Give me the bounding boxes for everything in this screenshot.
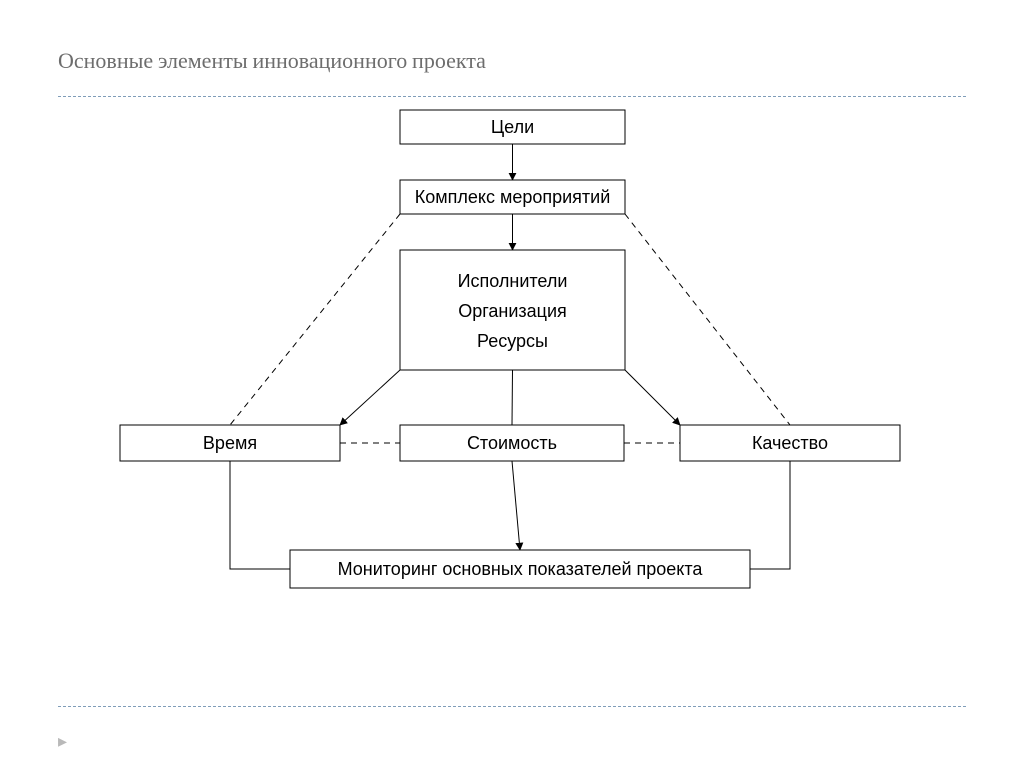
node-complex-label: Комплекс мероприятий — [415, 187, 611, 207]
node-exec-line-1: Организация — [458, 301, 567, 321]
node-time-label: Время — [203, 433, 257, 453]
edge-exec-quality — [625, 370, 680, 425]
edge-exec-time — [340, 370, 400, 425]
node-goals-label: Цели — [491, 117, 534, 137]
edge-quality-monitor — [750, 461, 790, 569]
node-exec-line-2: Ресурсы — [477, 331, 548, 351]
node-goals: Цели — [400, 110, 625, 144]
node-monitor: Мониторинг основных показателей проекта — [290, 550, 750, 588]
node-quality-label: Качество — [752, 433, 828, 453]
edge-complex-quality — [625, 214, 790, 425]
node-exec: Исполнители Организация Ресурсы — [400, 250, 625, 370]
edge-exec-cost — [512, 370, 513, 425]
edge-cost-monitor — [512, 461, 520, 550]
divider-bottom — [58, 706, 966, 707]
node-quality: Качество — [680, 425, 900, 461]
flowchart-diagram: Цели Комплекс мероприятий Исполнители Орган… — [0, 0, 1024, 767]
node-exec-line-0: Исполнители — [458, 271, 568, 291]
node-monitor-label: Мониторинг основных показателей проекта — [338, 559, 704, 579]
node-time: Время — [120, 425, 340, 461]
node-cost-label: Стоимость — [467, 433, 557, 453]
node-complex: Комплекс мероприятий — [400, 180, 625, 214]
slide: Основные элементы инновационного проекта… — [0, 0, 1024, 767]
edge-time-monitor — [230, 461, 290, 569]
node-cost: Стоимость — [400, 425, 624, 461]
